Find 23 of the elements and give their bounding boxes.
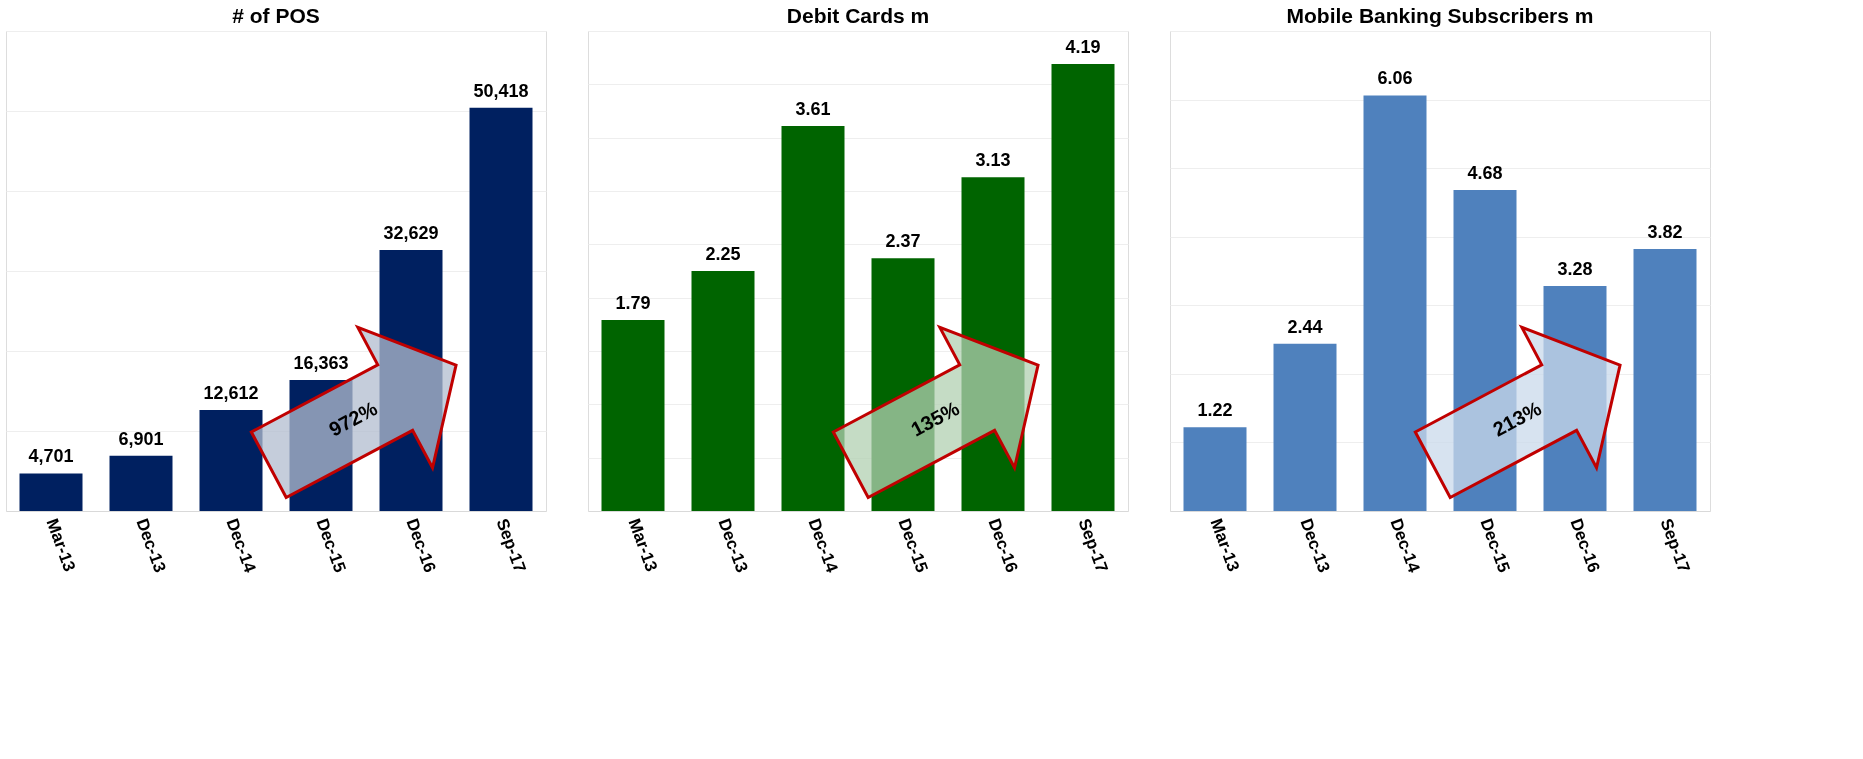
data-label: 32,629	[383, 222, 439, 243]
data-label: 12,612	[203, 383, 259, 404]
data-label: 2.37	[885, 231, 921, 252]
data-label: 16,363	[293, 353, 349, 374]
data-label: 6.06	[1377, 68, 1413, 89]
data-label: 1.22	[1197, 400, 1233, 421]
data-label: 4.68	[1467, 163, 1503, 184]
data-label: 1.79	[615, 293, 651, 314]
annotation: 972%	[325, 396, 382, 441]
chart-title: Mobile Banking Subscribers m	[1286, 4, 1594, 27]
data-label: 3.82	[1647, 222, 1683, 243]
data-label: 3.61	[795, 98, 831, 119]
data-label: 2.44	[1287, 316, 1323, 337]
chart-title: Debit Cards m	[786, 4, 930, 27]
data-label: 6,901	[118, 428, 164, 449]
annotation: 135%	[907, 396, 964, 441]
data-label: 2.25	[705, 244, 741, 264]
chart-title: # of POS	[232, 4, 320, 27]
data-label: 3.13	[975, 150, 1011, 171]
data-label: 4.19	[1065, 37, 1101, 58]
data-label: 4,701	[28, 446, 74, 467]
data-label: 50,418	[473, 80, 529, 101]
data-label: 3.28	[1557, 259, 1593, 280]
